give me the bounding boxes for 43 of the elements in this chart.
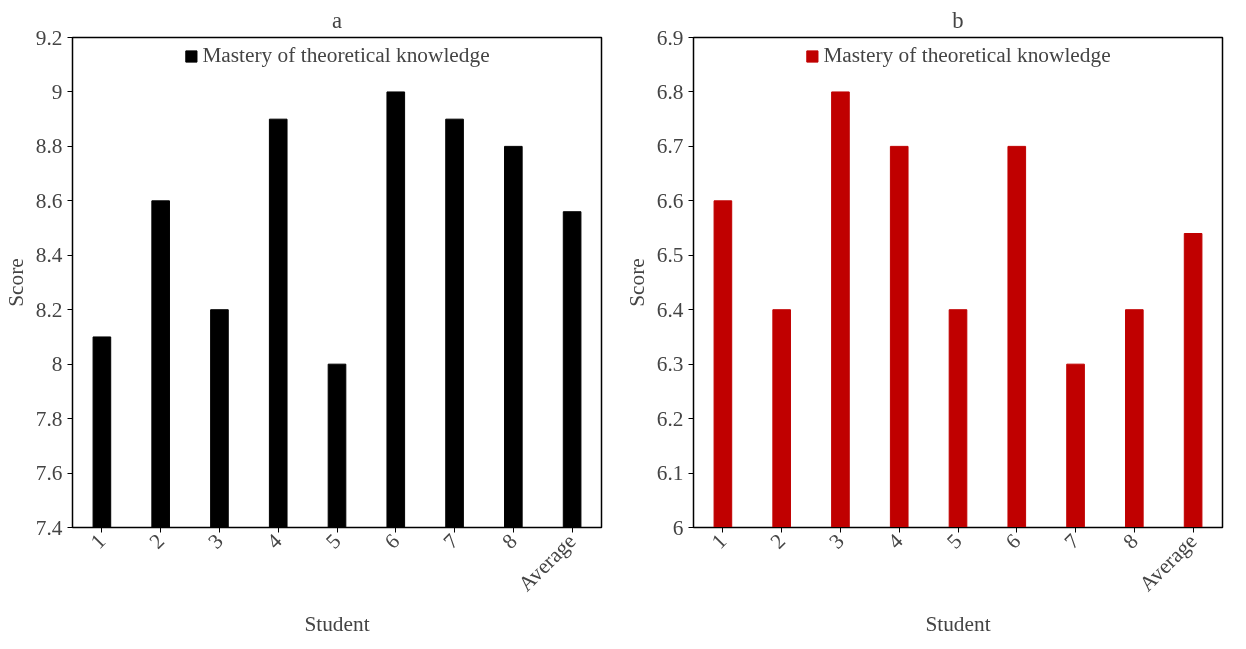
x-tick-label: 4 [883, 528, 908, 554]
legend-label: Mastery of theoretical knowledge [202, 43, 490, 68]
x-tick-label: 5 [941, 529, 967, 554]
y-tick-label: 6.5 [656, 243, 684, 268]
y-tick-label: 8.6 [35, 188, 63, 213]
x-tick-label: 6 [1000, 528, 1026, 554]
x-tick-label: 7 [1059, 528, 1085, 554]
x-tick-label: 1 [706, 529, 732, 554]
y-axis-title: Score [3, 258, 28, 307]
y-tick-label: 7.4 [35, 515, 63, 540]
x-tick-label: 5 [320, 529, 346, 554]
y-tick-label: 6.2 [656, 406, 684, 431]
x-axis-title: Student [925, 612, 991, 637]
x-tick-label: 3 [203, 529, 228, 554]
y-tick-label: 6.1 [656, 461, 684, 486]
legend-label: Mastery of theoretical knowledge [823, 43, 1111, 68]
x-axis-title: Student [304, 612, 370, 637]
y-tick-label: 6.3 [656, 352, 684, 377]
x-tick-label: 3 [824, 529, 849, 554]
y-axis-title: Score [624, 258, 649, 307]
x-tick-label: 6 [379, 528, 405, 554]
y-tick-label: 8.4 [35, 243, 63, 268]
y-tick-label: 6.6 [656, 188, 684, 213]
y-tick-label: 6.4 [656, 297, 684, 322]
y-tick-label: 8 [51, 352, 63, 377]
y-tick-label: 8.2 [35, 297, 63, 322]
x-tick-label: 8 [497, 529, 522, 554]
y-tick-label: 9 [51, 79, 63, 104]
x-tick-label: 4 [262, 528, 287, 554]
x-tick-label: 1 [85, 529, 111, 554]
x-tick-label: 8 [1118, 529, 1143, 554]
x-tick-label: 2 [144, 529, 170, 554]
y-tick-label: 8.8 [35, 134, 63, 159]
y-tick-label: 6.8 [656, 79, 684, 104]
y-tick-label: 7.8 [35, 406, 63, 431]
x-tick-label: 2 [765, 529, 791, 554]
chart-title: a [331, 7, 343, 33]
y-tick-label: 6.7 [656, 134, 684, 159]
chart-title: b [952, 7, 964, 33]
x-tick-label: 7 [438, 528, 464, 554]
y-tick-label: 9.2 [35, 25, 63, 50]
y-tick-label: 7.6 [35, 461, 63, 486]
y-tick-label: 6.9 [656, 25, 684, 50]
